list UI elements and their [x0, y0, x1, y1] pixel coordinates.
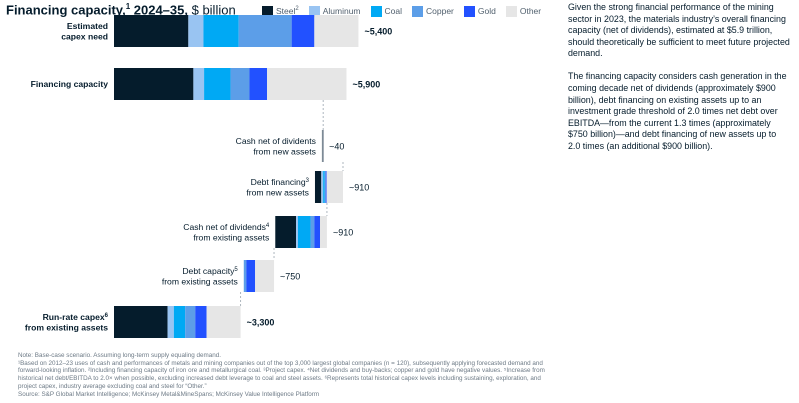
- row-label: from new assets: [246, 187, 309, 197]
- row-label: Run-rate capex6: [43, 312, 109, 322]
- bar-segment-aluminum: [188, 15, 204, 47]
- legend-swatch: [463, 5, 475, 17]
- chart-title-main: Financing capacity,: [6, 2, 126, 18]
- value-label: ~3,300: [247, 318, 275, 328]
- legend-label: Steel2: [276, 6, 299, 16]
- legend-label: Gold: [477, 6, 496, 16]
- bar-segment-steel: [114, 68, 194, 100]
- row-label-footnote: 6: [105, 313, 109, 319]
- legend-item-coal: Coal: [370, 5, 402, 17]
- bar-segment-steel: [314, 171, 322, 203]
- legend-swatch: [308, 5, 320, 17]
- commentary-paragraph-2: The financing capacity considers cash ge…: [568, 71, 787, 151]
- bar-segment-copper: [243, 260, 247, 292]
- bar-segment-other: [320, 216, 327, 248]
- bar-segment-gold: [291, 15, 315, 47]
- footnote-definitions: ¹Based on 2012–23 uses of cash and perfo…: [18, 359, 545, 390]
- bar-segment-aluminum: [321, 171, 324, 203]
- bar-segment-other: [255, 260, 275, 292]
- bar-segment-coal: [203, 15, 239, 47]
- bar-segment-steel: [114, 15, 189, 47]
- bar-segment-gold: [249, 68, 268, 100]
- legend-label: Coal: [384, 6, 402, 16]
- legend-item-gold: Gold: [463, 5, 496, 17]
- chart-title: Financing capacity,1 2024–35, $ billion: [6, 2, 236, 17]
- value-label: ~5,400: [364, 27, 392, 37]
- row-label: Cash net of dividents: [236, 136, 316, 146]
- bar-segment-gold: [195, 306, 207, 338]
- row-label: Estimated: [67, 21, 108, 31]
- legend-item-copper: Copper: [412, 5, 454, 17]
- commentary-paragraph-1: Given the strong financial performance o…: [568, 2, 790, 59]
- bar-segment-gold: [325, 171, 327, 203]
- bar-segment-other: [314, 15, 359, 47]
- bar-segment-other: [326, 171, 344, 203]
- row-label: Cash net of dividends4: [183, 222, 270, 232]
- legend-item-steel: Steel2: [262, 5, 299, 17]
- commentary-sidebar: Given the strong financial performance o…: [568, 2, 790, 164]
- value-label: ~40: [329, 142, 344, 152]
- value-label: ~910: [333, 228, 353, 238]
- legend-swatch: [412, 5, 423, 17]
- row-label: from new assets: [253, 146, 316, 156]
- legend-footnote: 2: [295, 6, 299, 13]
- bar-segment-coal: [323, 171, 325, 203]
- bar-segment-aluminum: [296, 216, 298, 248]
- bar-segment-other: [206, 306, 241, 338]
- row-label: Debt financing3: [251, 177, 310, 187]
- bar-segment-copper: [324, 171, 326, 203]
- legend-swatch: [262, 5, 273, 17]
- bar-segment-aluminum: [193, 68, 205, 100]
- legend-item-aluminum: Aluminum: [308, 5, 361, 17]
- value-label: ~750: [280, 272, 300, 282]
- row-label: Debt capacity5: [182, 266, 238, 276]
- row-label: from existing assets: [193, 232, 269, 242]
- legend-label: Other: [519, 6, 542, 16]
- legend-swatch: [370, 5, 382, 17]
- value-label: ~910: [349, 183, 369, 193]
- bar-segment-coal: [173, 306, 186, 338]
- footnotes: Note: Base-case scenario. Assuming long-…: [18, 352, 553, 398]
- row-label: from existing assets: [162, 276, 238, 286]
- footnote-source: Source: S&P Global Market Intelligence; …: [18, 390, 320, 398]
- bar-segment-copper: [310, 216, 315, 248]
- legend-item-other: Other: [505, 5, 542, 17]
- bar-segment-gold: [246, 260, 256, 292]
- bar-segment-copper: [230, 68, 250, 100]
- chart-title-footnote: 1: [125, 2, 131, 11]
- chart-title-unit: $ billion: [187, 2, 236, 18]
- row-label-footnote: 3: [306, 178, 310, 184]
- row-label: Financing capacity: [31, 79, 109, 89]
- bar-segment-other: [267, 68, 347, 100]
- legend-label: Copper: [426, 6, 454, 16]
- legend-label: Aluminum: [322, 6, 361, 16]
- bar-segment-marker: [321, 130, 324, 162]
- bar-segment-gold: [314, 216, 321, 248]
- row-label-footnote: 4: [266, 223, 270, 229]
- bar-segment-coal: [204, 68, 231, 100]
- footnote-note: Note: Base-case scenario. Assuming long-…: [18, 352, 222, 359]
- bar-segment-steel: [275, 216, 297, 248]
- value-label: ~5,900: [352, 80, 380, 90]
- bar-segment-coal: [297, 216, 311, 248]
- chart-title-period: 2024–35,: [130, 2, 188, 18]
- bar-segment-steel: [114, 306, 168, 338]
- bar-segment-copper: [185, 306, 196, 338]
- row-label: from existing assets: [25, 322, 108, 332]
- row-label-footnote: 5: [234, 267, 238, 273]
- chart-legend: Steel2 Aluminum Coal Copper Gold Other: [262, 5, 541, 17]
- bar-segment-copper: [238, 15, 292, 47]
- bar-segment-aluminum: [167, 306, 174, 338]
- row-label: capex need: [61, 31, 108, 41]
- legend-swatch: [505, 5, 517, 17]
